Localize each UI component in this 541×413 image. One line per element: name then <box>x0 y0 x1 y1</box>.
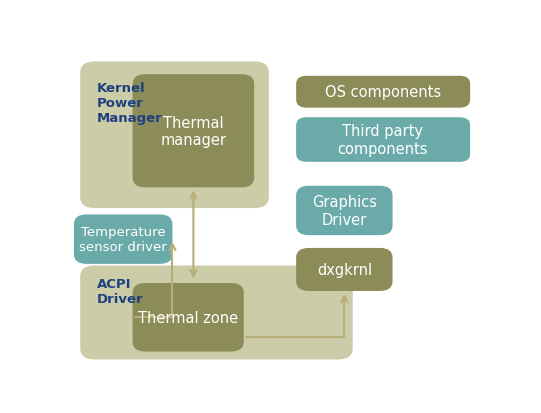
FancyBboxPatch shape <box>133 75 254 188</box>
Text: Kernel
Power
Manager: Kernel Power Manager <box>97 81 163 124</box>
FancyBboxPatch shape <box>80 266 353 360</box>
Text: Graphics
Driver: Graphics Driver <box>312 195 377 227</box>
Text: dxgkrnl: dxgkrnl <box>317 262 372 277</box>
Text: Thermal zone: Thermal zone <box>138 310 239 325</box>
FancyBboxPatch shape <box>133 283 244 352</box>
FancyBboxPatch shape <box>296 76 470 108</box>
Text: Third party
components: Third party components <box>338 124 428 157</box>
Text: ACPI
Driver: ACPI Driver <box>97 277 143 305</box>
FancyBboxPatch shape <box>74 215 173 264</box>
Text: Temperature
sensor driver: Temperature sensor driver <box>79 225 167 254</box>
FancyBboxPatch shape <box>296 186 393 235</box>
Text: Thermal
manager: Thermal manager <box>161 116 226 148</box>
Text: OS components: OS components <box>325 85 441 100</box>
FancyBboxPatch shape <box>80 62 269 209</box>
FancyBboxPatch shape <box>296 248 393 291</box>
FancyBboxPatch shape <box>296 118 470 162</box>
